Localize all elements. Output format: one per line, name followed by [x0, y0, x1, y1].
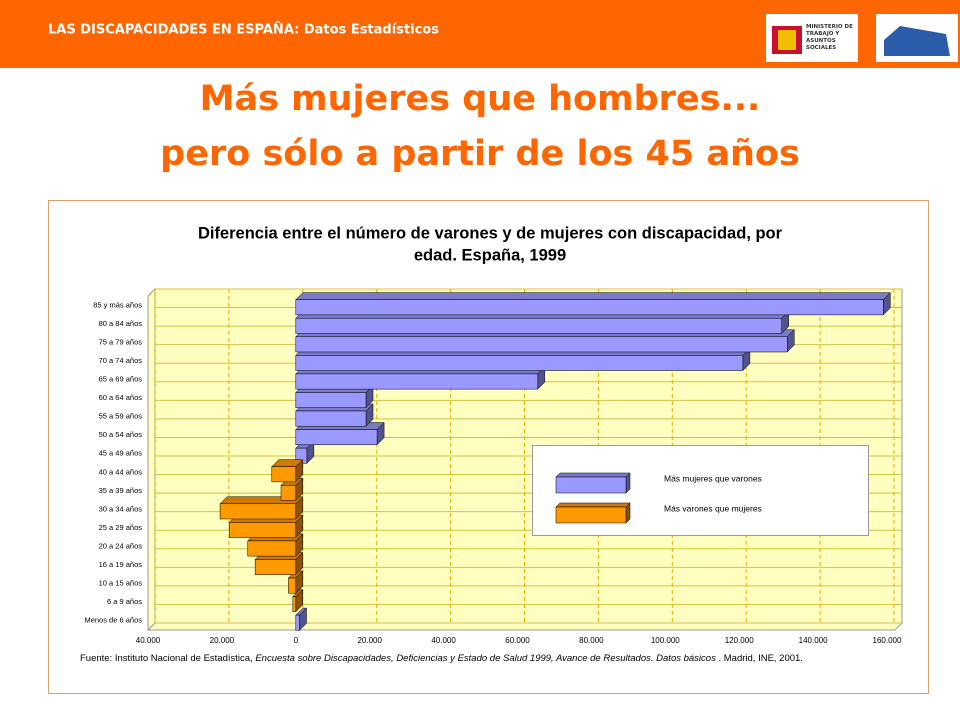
plot-floor — [146, 622, 904, 631]
bar-top — [295, 292, 891, 300]
y-tick-label: 10 a 15 años — [99, 579, 143, 588]
headline: pero sólo a partir de los 45 años — [160, 134, 800, 174]
y-tick-label: 60 a 64 años — [99, 393, 143, 402]
bar — [295, 410, 367, 427]
y-tick-label: 30 a 34 años — [99, 504, 143, 513]
y-tick-label: 35 a 39 años — [99, 486, 143, 495]
bar — [295, 336, 788, 353]
x-tick-label: 60.000 — [505, 636, 530, 645]
bar — [295, 614, 300, 631]
bar — [292, 596, 297, 613]
plot-side — [147, 287, 156, 632]
y-tick-label: 70 a 74 años — [99, 356, 143, 365]
chart-title: Diferencia entre el número de varones y … — [198, 224, 783, 242]
y-tick-label: 50 a 54 años — [99, 430, 143, 439]
legend-label: Más varones que mujeres — [664, 503, 762, 513]
x-tick-label: 100.000 — [651, 636, 680, 645]
x-tick-label: 40.000 — [136, 636, 161, 645]
legend-swatch — [555, 476, 627, 494]
source-part: . Madrid, INE, 2001. — [716, 653, 803, 664]
bar — [295, 429, 378, 446]
legend-swatch — [555, 506, 627, 524]
x-tick-label: 20.000 — [357, 636, 382, 645]
source-note: Fuente: Instituto Nacional de Estadístic… — [80, 653, 803, 664]
bar — [254, 559, 297, 575]
source-part: Encuesta sobre Discapacidades, Deficienc… — [255, 653, 716, 664]
x-tick-label: 120.000 — [725, 636, 754, 645]
bar — [295, 317, 782, 334]
x-tick-label: 0 — [294, 636, 299, 645]
header-text: LAS DISCAPACIDADES EN ESPAÑA: Datos Esta… — [48, 22, 439, 38]
y-tick-label: 85 y más años — [93, 300, 142, 309]
legend-swatch-top — [555, 502, 631, 508]
y-tick-label: 40 a 44 años — [99, 467, 143, 476]
bar — [219, 503, 297, 520]
y-tick-label: 6 a 9 años — [107, 597, 142, 606]
y-tick-label: 55 a 59 años — [99, 412, 143, 421]
bar — [295, 392, 367, 408]
bar — [280, 484, 297, 501]
bar — [295, 355, 744, 371]
x-tick-label: 40.000 — [431, 636, 456, 645]
x-tick-label: 20.000 — [210, 636, 235, 645]
logo-text-box: MINISTERIO DE TRABAJO Y ASUNTOS SOCIALES — [806, 24, 853, 51]
legend-label: Más mujeres que varones — [664, 473, 762, 483]
bar — [247, 540, 297, 557]
bar — [295, 373, 539, 390]
chart-title: edad. España, 1999 — [414, 246, 566, 264]
y-tick-label: 45 a 49 años — [99, 449, 143, 458]
legend-swatch-top — [555, 472, 631, 478]
bar — [229, 522, 297, 538]
logo-text: MINISTERIO DE TRABAJO Y ASUNTOS SOCIALES — [806, 24, 853, 51]
y-tick-label: 16 a 19 años — [99, 560, 143, 569]
y-tick-label: 25 a 29 años — [99, 523, 143, 532]
x-tick-label: 160.000 — [873, 636, 902, 645]
source-part: Fuente: Instituto Nacional de Estadístic… — [80, 653, 255, 664]
y-tick-label: 80 a 84 años — [99, 319, 143, 328]
headline: Más mujeres que hombres... — [200, 79, 761, 119]
x-tick-label: 80.000 — [579, 636, 604, 645]
x-tick-label: 140.000 — [799, 636, 828, 645]
y-tick-label: 20 a 24 años — [99, 541, 143, 550]
y-tick-label: 75 a 79 años — [99, 337, 143, 346]
logo-shield-inner — [778, 30, 796, 50]
y-tick-label: Menos de 6 años — [84, 616, 142, 625]
bar — [295, 299, 884, 316]
bar — [288, 577, 297, 594]
logo-building — [884, 26, 950, 56]
y-tick-label: 65 a 69 años — [99, 374, 143, 383]
bar — [271, 466, 297, 483]
